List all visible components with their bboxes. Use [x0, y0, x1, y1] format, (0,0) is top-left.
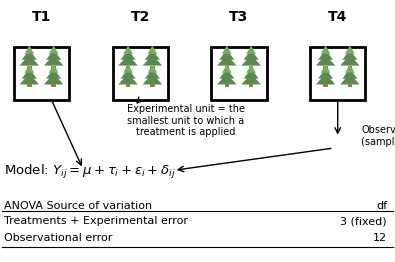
Polygon shape [316, 55, 335, 66]
Polygon shape [246, 64, 256, 73]
Bar [225, 66, 229, 69]
Text: T4: T4 [328, 10, 348, 24]
Bar [14, 47, 69, 100]
Polygon shape [244, 69, 259, 79]
Polygon shape [46, 50, 61, 60]
Text: Observational
(sampling) unit: Observational (sampling) unit [361, 125, 395, 147]
Bar [113, 47, 168, 100]
Polygon shape [219, 50, 234, 60]
Polygon shape [118, 74, 138, 84]
Polygon shape [321, 64, 331, 73]
Polygon shape [345, 46, 355, 54]
Polygon shape [340, 74, 359, 84]
Bar [348, 84, 352, 88]
Polygon shape [318, 69, 333, 79]
Bar [150, 84, 154, 88]
Polygon shape [120, 50, 135, 60]
Polygon shape [147, 46, 157, 54]
Polygon shape [316, 74, 335, 84]
Polygon shape [147, 64, 157, 73]
Polygon shape [20, 55, 39, 66]
Bar [51, 84, 56, 88]
Text: T2: T2 [130, 10, 150, 24]
Polygon shape [49, 46, 58, 54]
Bar [348, 66, 352, 69]
Polygon shape [222, 46, 232, 54]
Polygon shape [145, 69, 160, 79]
Polygon shape [44, 74, 63, 84]
Bar [51, 66, 56, 69]
Polygon shape [342, 50, 357, 60]
Polygon shape [318, 50, 333, 60]
Polygon shape [123, 64, 133, 73]
Polygon shape [24, 46, 34, 54]
Bar [27, 66, 32, 69]
Polygon shape [241, 74, 261, 84]
Polygon shape [22, 50, 37, 60]
Polygon shape [46, 69, 61, 79]
Bar [126, 84, 130, 88]
Polygon shape [20, 74, 39, 84]
Bar [211, 47, 267, 100]
Polygon shape [217, 74, 237, 84]
Polygon shape [340, 55, 359, 66]
Bar [249, 84, 253, 88]
Polygon shape [219, 69, 234, 79]
Polygon shape [24, 64, 34, 73]
Text: Treatments + Experimental error: Treatments + Experimental error [4, 216, 188, 226]
Text: T3: T3 [229, 10, 248, 24]
Polygon shape [244, 50, 259, 60]
Polygon shape [118, 55, 138, 66]
Polygon shape [44, 55, 63, 66]
Polygon shape [222, 64, 232, 73]
Text: Model: $Y_{ij} = \mu + \tau_i + \varepsilon_i + \delta_{ij}$: Model: $Y_{ij} = \mu + \tau_i + \varepsi… [4, 163, 176, 181]
Text: 3 (fixed): 3 (fixed) [340, 216, 387, 226]
Bar [225, 84, 229, 88]
Text: T1: T1 [32, 10, 51, 24]
Bar [324, 84, 328, 88]
Polygon shape [345, 64, 355, 73]
Polygon shape [22, 69, 37, 79]
Text: df: df [376, 201, 387, 211]
Bar [126, 66, 130, 69]
Bar [249, 66, 253, 69]
Bar [310, 47, 365, 100]
Polygon shape [217, 55, 237, 66]
Bar [27, 84, 32, 88]
Polygon shape [246, 46, 256, 54]
Polygon shape [143, 55, 162, 66]
Polygon shape [123, 46, 133, 54]
Text: Observational error: Observational error [4, 233, 112, 243]
Polygon shape [120, 69, 135, 79]
Polygon shape [321, 46, 331, 54]
Text: ANOVA Source of variation: ANOVA Source of variation [4, 201, 152, 211]
Polygon shape [143, 74, 162, 84]
Bar [324, 66, 328, 69]
Bar [150, 66, 154, 69]
Polygon shape [145, 50, 160, 60]
Polygon shape [342, 69, 357, 79]
Text: 12: 12 [373, 233, 387, 243]
Polygon shape [49, 64, 58, 73]
Text: Experimental unit = the
smallest unit to which a
treatment is applied: Experimental unit = the smallest unit to… [127, 104, 245, 137]
Polygon shape [241, 55, 261, 66]
